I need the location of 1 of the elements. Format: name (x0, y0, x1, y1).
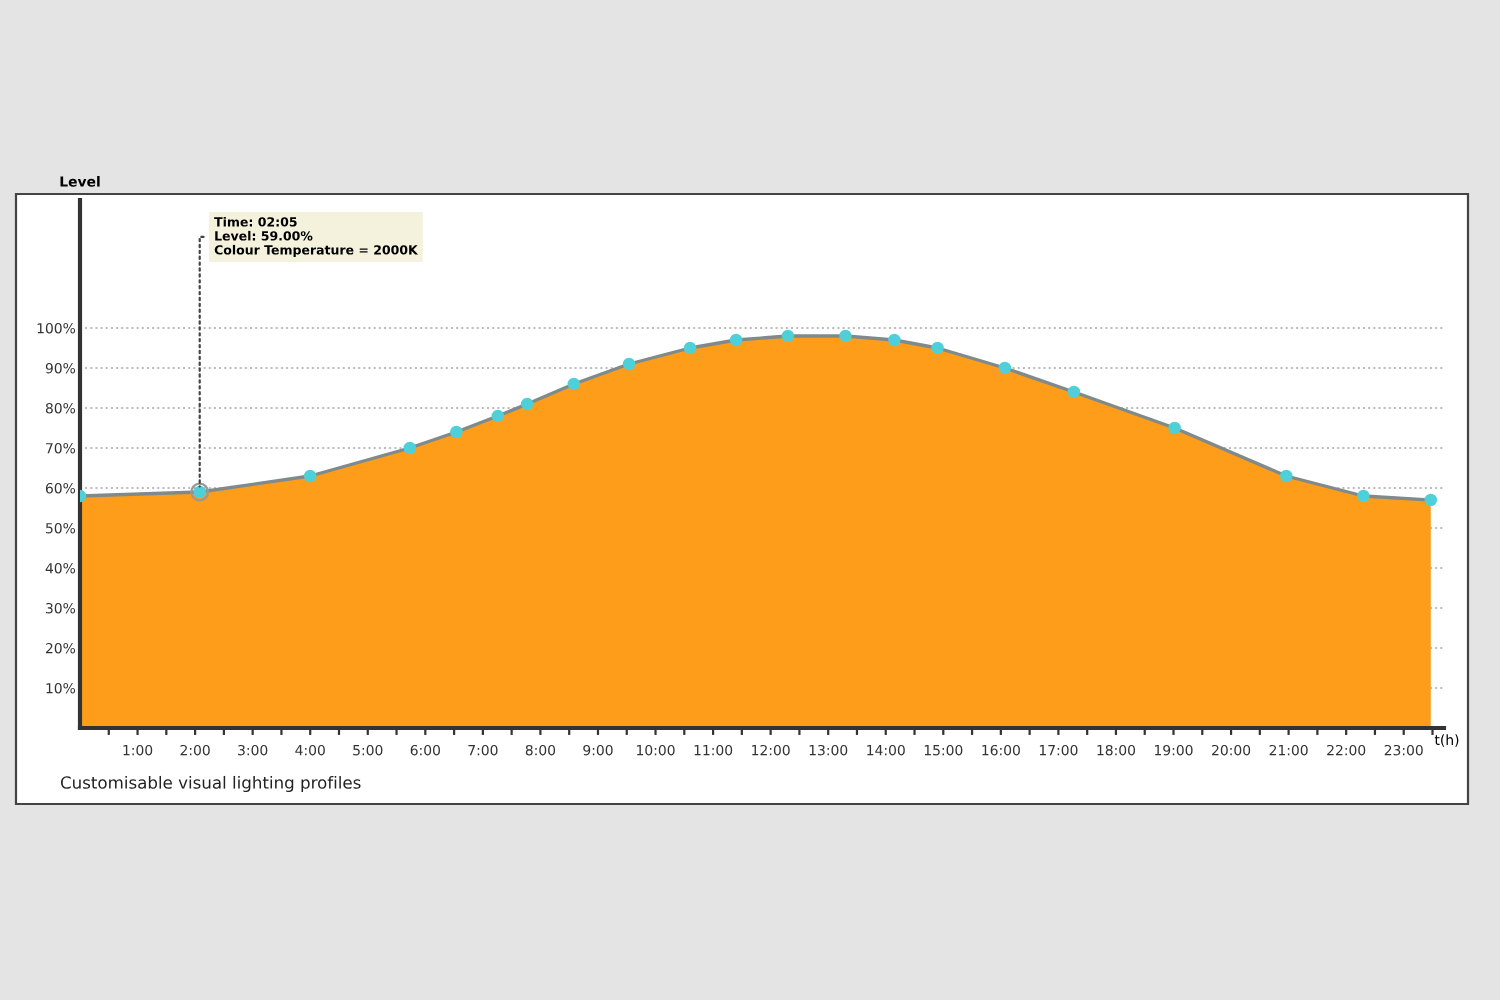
text: Customisable visual lighting profiles (60, 775, 361, 793)
